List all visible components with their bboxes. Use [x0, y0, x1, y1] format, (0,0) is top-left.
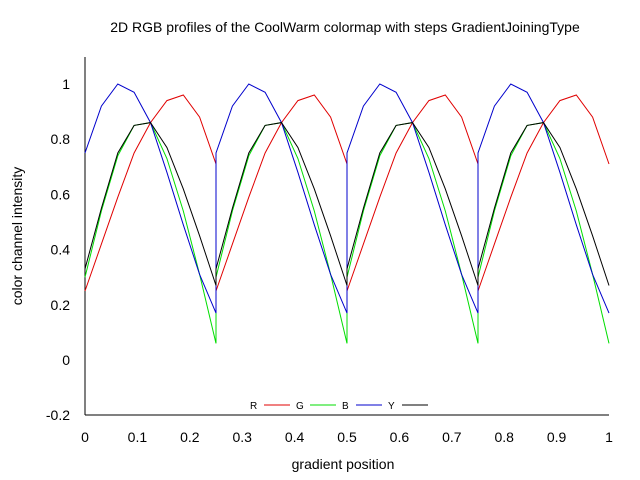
series-line-b — [84, 83, 610, 314]
legend-label: R — [250, 401, 257, 412]
x-tick-label: 0.8 — [494, 429, 514, 445]
x-tick-label: 0.7 — [442, 429, 462, 445]
x-tick-labels: 0 0.1 0.2 0.3 0.4 0.5 0.6 0.7 0.8 0.9 1 — [81, 429, 613, 445]
y-tick-label: 0 — [62, 352, 70, 368]
x-axis-label: gradient position — [292, 456, 395, 472]
x-tick-label: 0.1 — [128, 429, 148, 445]
y-tick-label: 0.6 — [51, 186, 71, 202]
x-tick-label: 1 — [605, 429, 613, 445]
y-tick-label: 0.8 — [51, 131, 71, 147]
chart-title: 2D RGB profiles of the CoolWarm colormap… — [110, 19, 580, 35]
y-tick-labels: -0.2 0 0.2 0.4 0.6 0.8 1 — [46, 76, 70, 423]
x-tick-label: 0.4 — [285, 429, 305, 445]
x-tick-label: 0.2 — [180, 429, 200, 445]
y-tick-label: 0.4 — [51, 242, 71, 258]
legend-label: B — [342, 401, 349, 412]
y-axis-label: color channel intensity — [9, 167, 25, 306]
series-line-y — [84, 122, 610, 286]
x-tick-label: 0.5 — [337, 429, 357, 445]
x-tick-label: 0.3 — [232, 429, 252, 445]
legend-label: G — [296, 401, 304, 412]
y-tick-label: 0.2 — [51, 297, 71, 313]
legend-label: Y — [388, 401, 395, 412]
y-tick-label: -0.2 — [46, 407, 70, 423]
y-tick-label: 1 — [62, 76, 70, 92]
x-tick-label: 0.6 — [390, 429, 410, 445]
x-tick-label: 0.9 — [547, 429, 567, 445]
series-lines — [84, 83, 610, 344]
x-tick-label: 0 — [81, 429, 89, 445]
